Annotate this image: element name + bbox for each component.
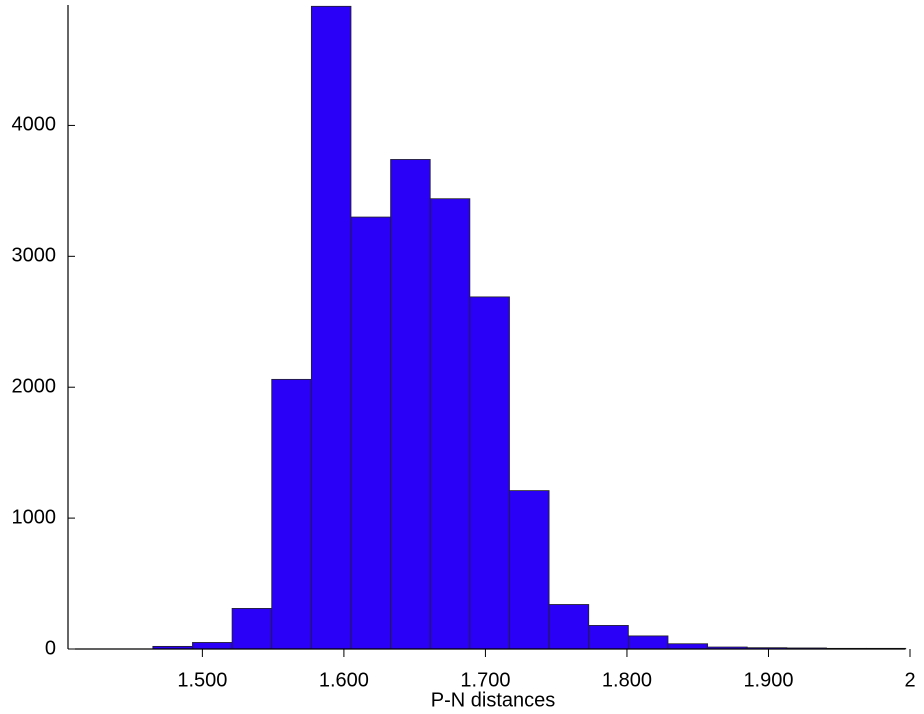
y-tick-label: 1000 (12, 506, 57, 528)
bar (350, 216, 392, 650)
x-tick-label: 2 (904, 669, 915, 691)
bar (469, 296, 510, 650)
x-tick-label: 1.700 (460, 669, 510, 691)
y-tick-label: 3000 (12, 245, 57, 267)
bar (271, 378, 312, 650)
bar (667, 643, 709, 650)
bar (627, 635, 669, 650)
y-tick-label: 2000 (12, 375, 57, 397)
bar (310, 5, 352, 650)
bar (588, 625, 629, 650)
bar (429, 198, 471, 650)
bar (192, 642, 233, 650)
bar (390, 159, 431, 650)
x-tick-label: 1.900 (743, 669, 793, 691)
x-tick-label: 1.500 (177, 669, 227, 691)
x-tick-label: 1.600 (319, 669, 369, 691)
bar (231, 608, 273, 650)
bar (509, 490, 550, 650)
x-tick-label: 1.800 (602, 669, 652, 691)
y-tick-label: 4000 (12, 114, 57, 136)
y-tick-label: 0 (45, 637, 56, 659)
x-axis-label: P-N distances (431, 689, 556, 711)
bar (548, 604, 590, 650)
